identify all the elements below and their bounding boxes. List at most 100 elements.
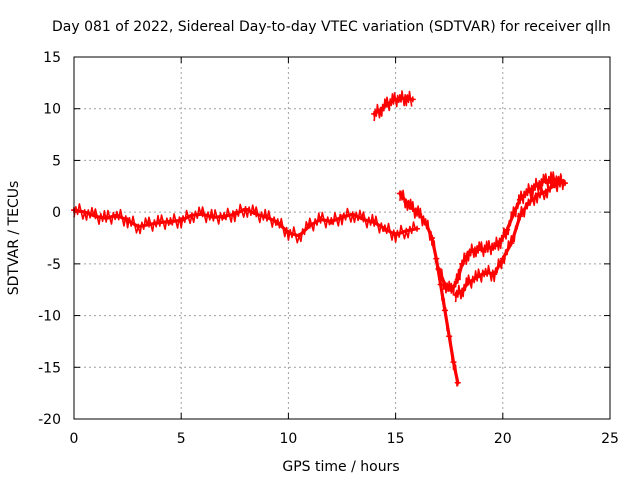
data-point [542, 188, 549, 195]
data-point [497, 238, 504, 245]
data-point [360, 216, 367, 223]
data-point [422, 219, 429, 226]
data-point [474, 274, 481, 281]
data-point [551, 182, 558, 189]
data-point [414, 225, 421, 232]
data-point [390, 97, 397, 104]
data-point [465, 250, 472, 257]
data-point [516, 213, 523, 220]
series-band-main [73, 203, 417, 244]
x-tick-label: 20 [494, 431, 512, 447]
data-point [523, 189, 530, 196]
data-point [242, 206, 249, 213]
x-axis-label: GPS time / hours [282, 459, 399, 475]
data-point [349, 211, 356, 218]
data-point [381, 225, 388, 232]
data-point [371, 110, 378, 117]
data-point [491, 243, 498, 250]
data-point [403, 95, 410, 102]
data-point [221, 213, 228, 220]
data-series [71, 90, 568, 387]
data-point [452, 291, 459, 298]
data-point [231, 211, 238, 218]
data-point [441, 281, 448, 288]
data-point [167, 218, 174, 225]
data-point [491, 271, 498, 278]
y-tick-label: -20 [38, 412, 61, 428]
data-point [188, 212, 195, 219]
data-point [510, 211, 517, 218]
data-point [409, 206, 416, 213]
grid [73, 56, 611, 420]
data-point [92, 213, 99, 220]
data-point [454, 379, 461, 386]
data-point [516, 196, 523, 203]
data-point [403, 227, 410, 234]
data-point [396, 190, 403, 197]
data-point [103, 215, 110, 222]
data-point [178, 217, 185, 224]
data-point [536, 180, 543, 187]
y-tick-label: -15 [38, 360, 61, 376]
data-point [263, 214, 270, 221]
data-point [529, 185, 536, 192]
data-point [135, 223, 142, 230]
data-point [525, 199, 532, 206]
data-point [199, 211, 206, 218]
x-tick-label: 10 [279, 431, 297, 447]
data-point [559, 179, 566, 186]
y-tick-label: 10 [43, 102, 61, 118]
data-point [377, 106, 384, 113]
data-point [339, 214, 345, 221]
data-point [454, 276, 461, 283]
series-band-recovery-lower [454, 175, 563, 303]
data-point [416, 211, 423, 218]
data-point [328, 218, 335, 225]
data-point [446, 333, 453, 340]
data-point [296, 232, 303, 239]
y-tick-label: -10 [38, 309, 61, 325]
data-point [317, 216, 324, 223]
data-point [274, 219, 281, 226]
data-point [113, 212, 120, 219]
data-point [508, 240, 515, 247]
data-point [459, 287, 466, 294]
y-tick-label: 15 [43, 50, 61, 66]
series-line-recovery-lower [454, 180, 565, 297]
x-tick-label: 25 [601, 431, 619, 447]
data-point [448, 287, 455, 294]
data-point [384, 101, 391, 108]
data-point [146, 221, 153, 228]
data-point [471, 246, 478, 253]
tick-labels: 0 5 10 15 20 25 -20 -15 -10 -5 0 5 10 15 [38, 50, 619, 447]
y-tick-label: -5 [47, 257, 61, 273]
data-point [81, 209, 88, 216]
y-tick-label: 5 [52, 153, 61, 169]
chart-title: Day 081 of 2022, Sidereal Day-to-day VTE… [52, 19, 611, 35]
data-point [392, 231, 399, 238]
data-point [465, 279, 472, 286]
data-point [285, 229, 292, 236]
data-point [403, 198, 410, 205]
data-point [210, 214, 217, 221]
data-point [433, 255, 440, 262]
data-point [542, 178, 549, 185]
data-point [499, 255, 506, 262]
y-tick-label: 0 [52, 205, 61, 221]
data-point [484, 245, 491, 252]
x-tick-label: 5 [177, 431, 186, 447]
x-tick-label: 15 [387, 431, 405, 447]
data-point [459, 260, 466, 267]
data-point [478, 246, 485, 253]
data-point [124, 217, 131, 224]
data-point [504, 226, 511, 233]
data-point [534, 192, 541, 199]
x-tick-label: 0 [70, 431, 79, 447]
y-axis-label: SDTVAR / TECUs [6, 181, 22, 296]
data-point [371, 219, 378, 226]
data-point [396, 95, 403, 102]
data-point [482, 269, 489, 276]
data-point [409, 96, 416, 103]
data-point [450, 359, 457, 366]
